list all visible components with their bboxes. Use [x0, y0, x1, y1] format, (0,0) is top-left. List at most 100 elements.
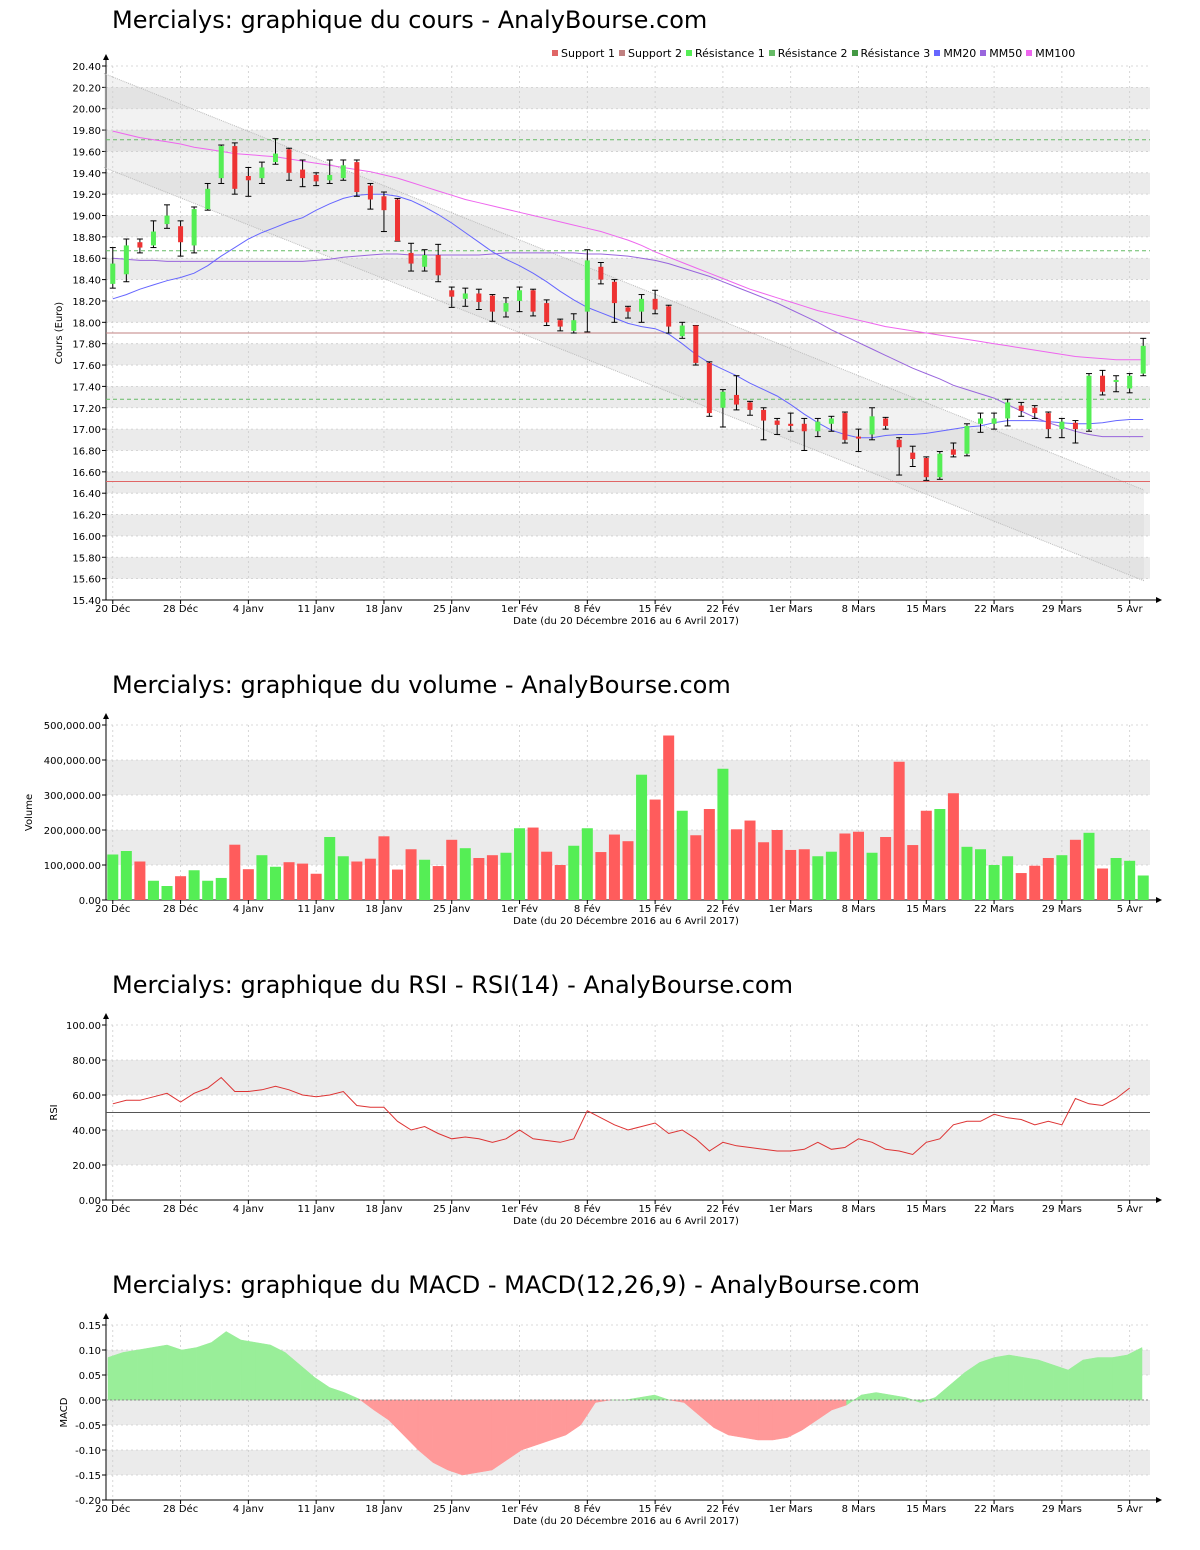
candle-body: [530, 290, 536, 312]
candle-body: [367, 185, 373, 200]
volume-bar: [188, 870, 200, 900]
candle-body: [449, 290, 455, 297]
macd-positive-area: [329, 1387, 345, 1401]
volume-bar: [1015, 873, 1027, 900]
macd-positive-area: [1053, 1364, 1069, 1401]
volume-bar: [730, 829, 742, 900]
volume-bar: [1056, 855, 1068, 900]
volume-bar: [283, 862, 295, 900]
x-tick-label: 25 Janv: [433, 1504, 470, 1515]
x-tick-label: 22 Fév: [706, 603, 739, 615]
candle-body: [557, 320, 563, 327]
candle-body: [910, 452, 916, 460]
x-tick-label: 28 Déc: [163, 1503, 198, 1515]
y-tick-label: 0.00: [79, 1196, 101, 1207]
volume-bar: [717, 768, 729, 900]
volume-bar: [1002, 856, 1014, 900]
macd-positive-area: [137, 1347, 153, 1401]
price-chart-title: Mercialys: graphique du cours - AnalyBou…: [112, 6, 708, 34]
y-tick-label: 16.20: [72, 511, 101, 522]
x-axis-arrow: [1156, 1497, 1162, 1503]
x-tick-label: 22 Mars: [974, 604, 1014, 615]
legend-item: MM100: [1026, 46, 1075, 60]
candle-body: [1140, 345, 1146, 374]
candle-body: [110, 263, 116, 284]
volume-bar: [419, 859, 431, 900]
x-tick-label: 5 Avr: [1117, 1204, 1144, 1215]
macd-negative-area: [757, 1399, 773, 1441]
x-tick-label: 15 Mars: [906, 904, 946, 915]
y-tick-label: 18.40: [72, 276, 101, 287]
candle-body: [855, 436, 861, 439]
macd-negative-area: [728, 1399, 744, 1438]
candle-body: [611, 281, 617, 304]
y-tick-label: 200,000.00: [44, 826, 101, 837]
macd-positive-area: [1082, 1357, 1098, 1401]
macd-positive-area: [890, 1394, 906, 1401]
candle-body: [408, 252, 414, 264]
y-axis-title: MACD: [59, 1397, 70, 1427]
x-axis-arrow: [1156, 897, 1162, 903]
candle-body: [679, 325, 685, 337]
channel-upper-line: [103, 73, 1145, 491]
volume-bar: [785, 849, 797, 900]
y-tick-label: 300,000.00: [44, 791, 101, 802]
x-tick-label: 29 Mars: [1042, 1204, 1082, 1215]
candle-body: [381, 196, 387, 211]
macd-positive-area: [122, 1349, 138, 1401]
volume-chart: 500,000.00 400,000.00 300,000.00 200,000.00…: [24, 713, 1162, 927]
x-axis-title: Date (du 20 Décembre 2016 au 6 Avril 201…: [513, 1515, 739, 1527]
y-axis-arrow: [103, 713, 109, 719]
volume-bar: [310, 873, 322, 900]
rsi-chart-title: Mercialys: graphique du RSI - RSI(14) - …: [112, 971, 793, 999]
rsi-panel: Mercialys: graphique du RSI - RSI(14) - …: [0, 965, 1200, 1235]
volume-bar: [269, 866, 281, 900]
x-tick-label: 1er Mars: [769, 904, 813, 915]
volume-bar: [825, 851, 837, 900]
candle-body: [178, 226, 184, 243]
candle-body: [395, 199, 401, 242]
macd-negative-area: [536, 1399, 552, 1446]
candle-body: [1100, 375, 1106, 392]
x-tick-label: 20 Déc: [95, 903, 130, 915]
volume-bar: [175, 876, 187, 900]
x-tick-label: 8 Mars: [842, 1504, 876, 1515]
macd-negative-area: [787, 1399, 803, 1438]
candle-body: [1018, 405, 1024, 411]
volume-bar: [541, 851, 553, 900]
y-tick-label: -0.10: [75, 1446, 101, 1457]
candle-body: [300, 169, 306, 179]
macd-positive-area: [255, 1342, 271, 1401]
x-tick-label: 8 Fév: [574, 603, 601, 615]
x-tick-label: 20 Déc: [95, 603, 130, 615]
x-tick-label: 5 Avr: [1117, 1504, 1144, 1515]
x-tick-label: 4 Janv: [233, 904, 264, 915]
candle-body: [435, 255, 441, 276]
macd-panel: Mercialys: graphique du MACD - MACD(12,2…: [0, 1265, 1200, 1550]
grid-band: [106, 386, 1150, 408]
regression-channel: [104, 73, 1144, 581]
legend-item: Support 1: [552, 46, 615, 60]
x-axis-arrow: [1156, 597, 1162, 603]
macd-negative-area: [432, 1399, 448, 1471]
y-tick-label: 19.40: [72, 169, 101, 180]
macd-negative-area: [491, 1399, 508, 1471]
x-axis-title: Date (du 20 Décembre 2016 au 6 Avril 201…: [513, 615, 739, 627]
grid-band: [106, 1130, 1150, 1165]
x-tick-label: 29 Mars: [1042, 1504, 1082, 1515]
legend-label: Résistance 2: [777, 46, 848, 60]
y-tick-label: 80.00: [72, 1056, 101, 1067]
macd-negative-area: [462, 1399, 478, 1476]
candle-body: [137, 242, 143, 248]
x-tick-label: 15 Mars: [906, 1504, 946, 1515]
x-tick-label: 4 Janv: [233, 1504, 264, 1515]
macd-negative-area: [565, 1399, 581, 1436]
x-tick-label: 8 Mars: [842, 604, 876, 615]
volume-bar: [554, 865, 566, 900]
volume-bar: [242, 869, 254, 900]
candle-body: [774, 420, 780, 425]
x-tick-label: 1er Fév: [501, 1203, 538, 1215]
y-tick-label: 400,000.00: [44, 756, 101, 767]
macd-positive-area: [344, 1392, 360, 1401]
x-tick-label: 8 Mars: [842, 904, 876, 915]
